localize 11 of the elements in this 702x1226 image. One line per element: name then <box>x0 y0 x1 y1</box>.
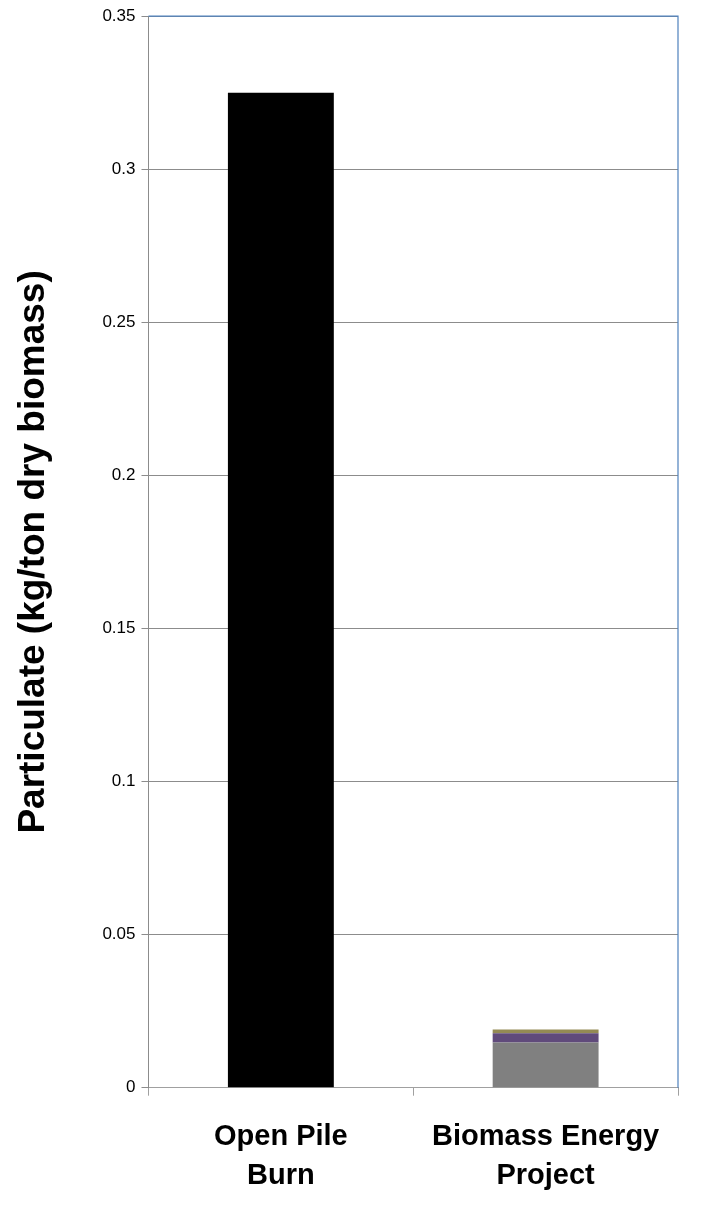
y-tick-label: 0.25 <box>102 312 136 332</box>
y-tick-label: 0.3 <box>111 158 136 178</box>
y-tick-label: 0 <box>126 1077 136 1097</box>
y-tick-label: 0.15 <box>102 618 136 638</box>
x-tick-label: Biomass Energy Project <box>431 1119 660 1191</box>
x-tick-label: Open Pile Burn <box>213 1119 348 1191</box>
y-axis-title: Particulate (kg/ton dry biomass) <box>11 270 53 834</box>
y-tick-label: 0.05 <box>102 924 136 944</box>
y-tick-label: 0.1 <box>111 771 136 791</box>
y-tick-label: 0.35 <box>102 5 136 25</box>
y-tick-label: 0.2 <box>111 465 136 485</box>
